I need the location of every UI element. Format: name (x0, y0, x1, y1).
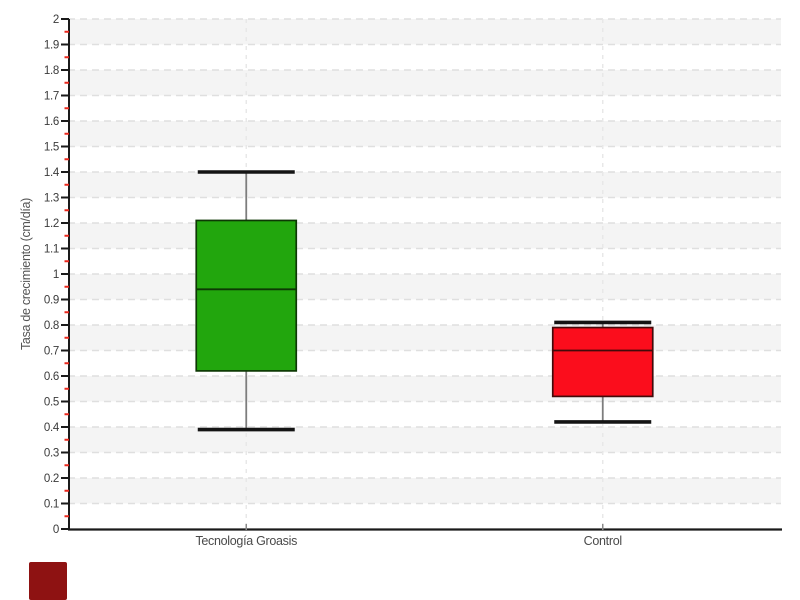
iqr-box (195, 219, 298, 372)
y-tick-label: 0.1 (44, 499, 59, 511)
category-label: Control (584, 534, 622, 548)
y-tick-label: 1.3 (44, 193, 59, 205)
background-band (68, 70, 781, 96)
y-tick-label: 1 (53, 269, 59, 281)
y-tick-label: 2 (53, 14, 59, 26)
horizontal-gridlines (68, 18, 781, 505)
background-band (68, 427, 781, 453)
y-tick-label: 0.2 (44, 473, 59, 485)
y-tick-label: 1.5 (44, 142, 59, 154)
y-tick-label: 1.9 (44, 40, 59, 52)
boxplot-series (195, 170, 654, 432)
background-band (68, 223, 781, 249)
background-band (68, 376, 781, 402)
y-tick-label: 1.7 (44, 91, 59, 103)
corner-red-square-mark (29, 562, 67, 600)
y-tick-label: 1.4 (44, 167, 60, 179)
y-tick-label: 0 (53, 524, 59, 536)
y-tick-label: 1.6 (44, 116, 59, 128)
y-tick-label: 1.1 (44, 244, 59, 256)
y-tick-label: 0.9 (44, 295, 59, 307)
boxplot-tecnologia-groasis (195, 170, 298, 432)
axes: 0 0.1 0.2 0.3 0.4 0.5 0.6 0.7 0.8 0.9 1 1.1 1.2 1.3 1.… (44, 14, 782, 548)
boxplot-control (551, 320, 654, 424)
y-tick-label: 1.8 (44, 65, 59, 77)
y-axis-title: Tasa de crecimiento (cm/día) (19, 198, 33, 350)
category-label: Tecnología Groasis (195, 534, 297, 548)
y-tick-label: 1.2 (44, 218, 59, 230)
background-band (68, 274, 781, 300)
y-tick-label: 0.5 (44, 397, 59, 409)
y-tick-label: 0.7 (44, 346, 59, 358)
background-band (68, 478, 781, 504)
background-band (68, 325, 781, 351)
y-tick-label: 0.6 (44, 371, 59, 383)
background-band (68, 19, 781, 45)
y-tick-label: 0.8 (44, 320, 59, 332)
iqr-box (551, 326, 654, 398)
background-band (68, 172, 781, 198)
background-band (68, 121, 781, 147)
y-tick-label: 0.3 (44, 448, 59, 460)
plot-background-bands (68, 19, 781, 504)
y-tick-label: 0.4 (44, 422, 60, 434)
